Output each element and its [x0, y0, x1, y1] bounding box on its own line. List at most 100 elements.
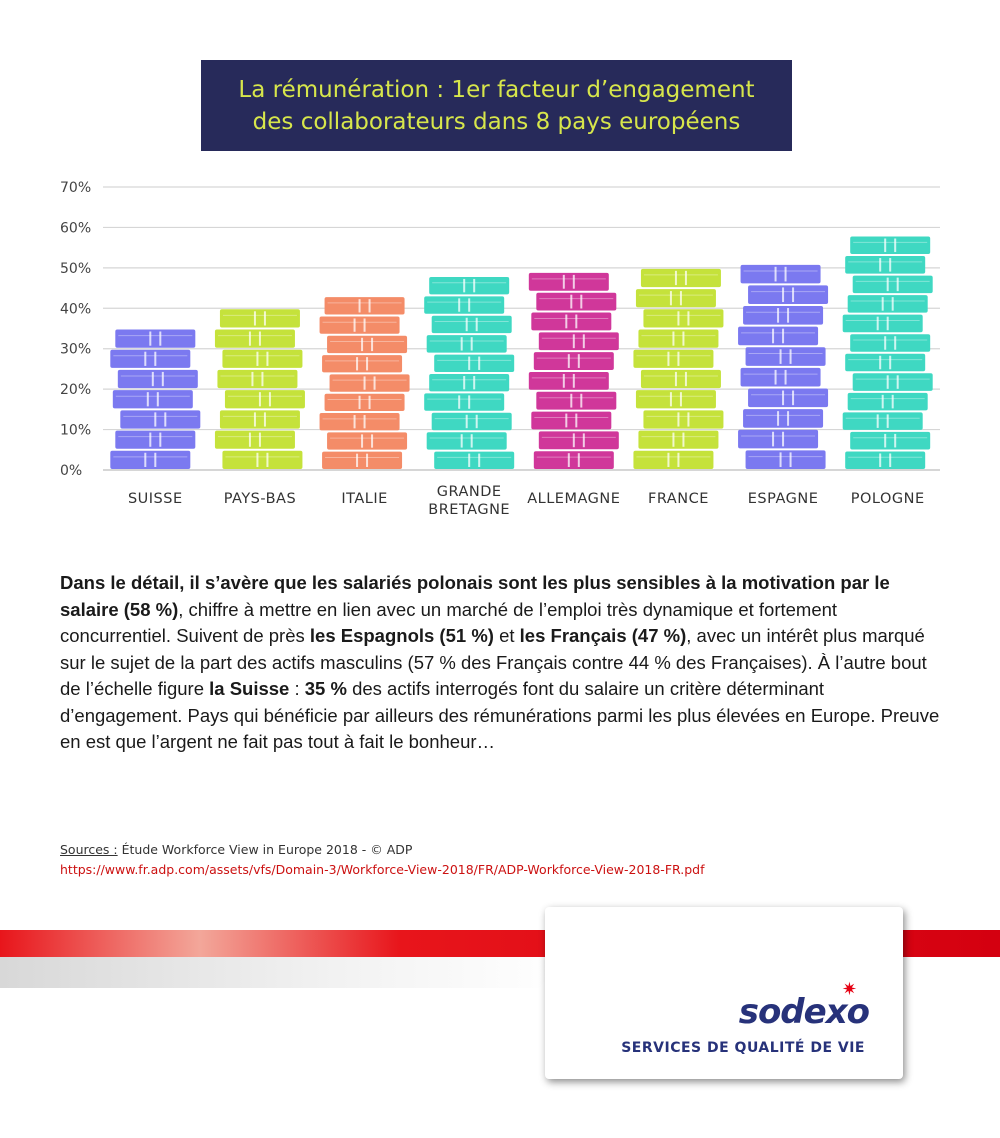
bill: [222, 450, 303, 469]
bill: [319, 316, 400, 334]
bill-band: [682, 432, 685, 447]
bill-band: [674, 371, 677, 387]
bill-band: [679, 291, 682, 306]
bill-band: [144, 351, 147, 366]
bill: [850, 236, 931, 255]
bill-band: [266, 452, 269, 467]
bill: [633, 349, 714, 368]
bill-band: [468, 356, 471, 370]
bill-band: [787, 308, 790, 323]
bill-band: [886, 414, 889, 428]
bill: [327, 432, 408, 450]
bill-band: [470, 337, 473, 351]
bill: [748, 388, 829, 408]
bill-band: [468, 298, 471, 312]
bill: [528, 272, 609, 291]
bill-band: [884, 238, 887, 253]
bill-band: [889, 258, 892, 272]
bill: [431, 412, 512, 431]
bill-band: [884, 336, 887, 350]
y-tick-label: 70%: [60, 180, 91, 196]
bar: [528, 272, 619, 469]
bill: [115, 430, 196, 449]
y-tick-label: 20%: [60, 382, 91, 398]
bill-band: [353, 318, 356, 332]
bill: [533, 451, 614, 469]
bill-band: [667, 351, 670, 366]
bill-band: [154, 412, 157, 427]
body-text-10: des actifs interrogés font du salaire un…: [60, 678, 940, 752]
bill-band: [463, 278, 466, 293]
sources-text: Étude Workforce View in Europe 2018 - © …: [117, 842, 413, 857]
bill-band: [368, 395, 371, 410]
bill-band: [567, 453, 570, 467]
bill-band: [782, 328, 785, 344]
bill-band: [572, 433, 575, 448]
y-tick-label: 30%: [60, 342, 91, 358]
bill-band: [261, 371, 264, 387]
bill: [640, 268, 721, 288]
bill-band: [256, 452, 259, 467]
bill-band: [879, 453, 882, 467]
bill: [434, 451, 515, 469]
bill-band: [886, 375, 889, 389]
bill-band: [562, 373, 565, 388]
bill-band: [772, 328, 775, 344]
bill: [429, 373, 510, 392]
bill-band: [156, 392, 159, 407]
bill-band: [258, 331, 261, 346]
bill: [640, 369, 721, 389]
bill-band: [789, 349, 792, 364]
bar: [110, 329, 201, 469]
x-tick-label: PAYS-BAS: [224, 491, 296, 507]
bill-band: [792, 287, 795, 303]
bill: [738, 326, 819, 346]
bill-band: [779, 349, 782, 364]
bill-band: [784, 266, 787, 282]
bill: [635, 390, 716, 409]
bill-band: [884, 433, 887, 448]
y-tick-label: 0%: [60, 463, 82, 479]
bill: [429, 276, 510, 295]
bill-band: [164, 412, 167, 427]
x-tick-label: ITALIE: [341, 491, 387, 507]
bill-band: [896, 375, 899, 389]
bill-band: [572, 373, 575, 388]
bill: [434, 354, 515, 372]
bar: [424, 276, 515, 469]
bill-band: [465, 414, 468, 429]
bill-band: [263, 311, 266, 326]
bill-band: [889, 453, 892, 467]
bill-band: [146, 392, 149, 407]
bill-band: [876, 414, 879, 428]
bill-band: [879, 258, 882, 272]
sources-link[interactable]: https://www.fr.adp.com/assets/vfs/Domain…: [60, 862, 705, 877]
bill: [738, 429, 819, 449]
bill: [222, 349, 303, 368]
x-tick-label: ESPAGNE: [748, 491, 819, 507]
bill-band: [577, 354, 580, 368]
bill-band: [253, 311, 256, 326]
sources-block: Sources : Étude Workforce View in Europe…: [60, 840, 960, 880]
bill: [531, 411, 612, 430]
y-tick-label: 10%: [60, 423, 91, 439]
x-tick-label: POLOGNE: [851, 491, 925, 507]
bill-band: [582, 433, 585, 448]
bill: [845, 256, 926, 274]
bill: [740, 367, 821, 387]
bill-band: [577, 453, 580, 467]
bill: [852, 275, 933, 294]
star-icon: ✷: [841, 979, 857, 999]
bar: [214, 309, 305, 469]
bill-band: [894, 433, 897, 448]
bill: [743, 306, 824, 325]
bill-band: [373, 376, 376, 390]
body-bold-7: la Suisse: [209, 678, 290, 699]
chart-title: La rémunération : 1er facteur d’engageme…: [201, 60, 792, 151]
bill: [110, 349, 191, 368]
bill-band: [366, 453, 369, 467]
bill: [214, 329, 295, 348]
bill-band: [149, 331, 152, 346]
bill: [638, 430, 719, 449]
bill-band: [458, 395, 461, 409]
